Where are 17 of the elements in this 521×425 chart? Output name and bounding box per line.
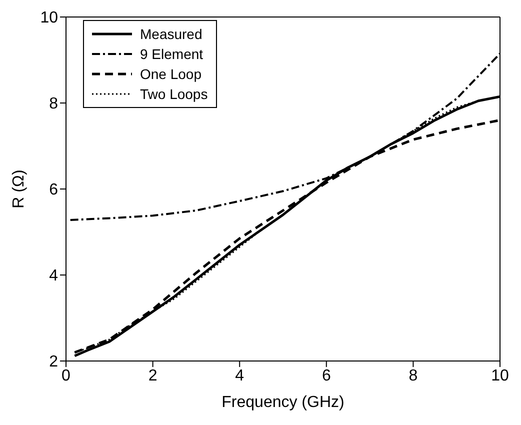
y-tick-label: 10	[40, 10, 58, 27]
x-axis-title: Frequency (GHz)	[222, 394, 344, 411]
y-tick-label: 2	[49, 354, 58, 371]
x-tick-label: 4	[235, 367, 244, 384]
legend-label: Measured	[140, 26, 202, 42]
y-tick-label: 8	[49, 96, 58, 113]
y-tick-label: 6	[49, 182, 58, 199]
x-tick-label: 0	[62, 367, 71, 384]
legend-label: One Loop	[140, 66, 202, 82]
y-tick-label: 4	[49, 268, 58, 285]
legend-label: Two Loops	[140, 86, 208, 102]
legend-label: 9 Element	[140, 46, 204, 62]
x-tick-label: 10	[491, 367, 509, 384]
x-tick-label: 2	[148, 367, 158, 384]
x-tick-label: 6	[322, 367, 331, 384]
x-tick-label: 8	[408, 367, 418, 384]
y-axis-title: R (Ω)	[10, 170, 28, 208]
